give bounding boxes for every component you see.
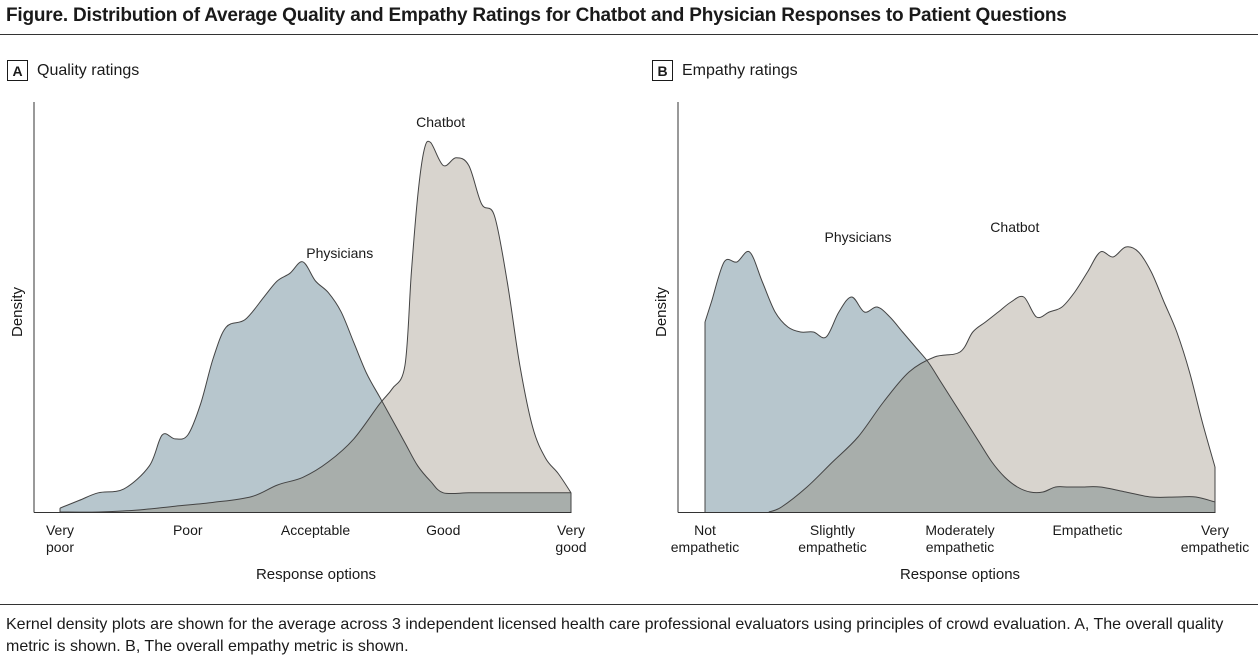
quality-x-axis-label: Response options (256, 566, 376, 583)
quality-chatbot-series-label: Chatbot (416, 114, 465, 130)
quality-chatbot-area (60, 141, 571, 513)
panel-a-letter: A (7, 60, 28, 81)
empathy-physicians-line (704, 250, 1216, 503)
empathy-physicians-series-label: Physicians (825, 229, 892, 245)
empathy-x-axis-label: Response options (900, 566, 1020, 583)
quality-tick-label: Acceptable (281, 522, 350, 538)
empathy-chatbot-line (768, 246, 1216, 513)
quality-tick-label: Very good (555, 522, 586, 555)
empathy-chatbot-series-label: Chatbot (990, 219, 1039, 235)
empathy-tick-label: Not empathetic (671, 522, 739, 555)
top-rule (0, 34, 1258, 35)
quality-physicians-line (59, 261, 571, 509)
quality-tick-label: Poor (173, 522, 203, 538)
quality-tick-label: Good (426, 522, 460, 538)
quality-chatbot-line (59, 140, 572, 513)
panel-a-header: A Quality ratings (7, 60, 139, 81)
bottom-rule (0, 604, 1258, 605)
figure-caption: Kernel density plots are shown for the a… (6, 616, 1224, 655)
empathy-density-chart: Not empathetic Slightly empathetic Moderatel… (653, 102, 1249, 583)
panel-a-title: Quality ratings (37, 61, 140, 79)
empathy-tick-label: Empathetic (1052, 522, 1122, 538)
quality-y-axis-label: Density (9, 286, 26, 337)
empathy-physicians-area (705, 251, 1215, 512)
panel-b-header: B Empathy ratings (652, 60, 798, 81)
empathy-tick-label: Very empathetic (1181, 522, 1249, 555)
quality-physicians-series-label: Physicians (306, 245, 373, 261)
empathy-y-axis-label: Density (653, 286, 670, 337)
empathy-tick-label: Slightly empathetic (798, 522, 866, 555)
quality-tick-label: Very poor (46, 522, 74, 555)
figure-title: Figure. Distribution of Average Quality … (6, 5, 1067, 26)
quality-density-chart: Very poor Poor Acceptable Good Very good Respon… (9, 102, 587, 583)
panel-b-title: Empathy ratings (682, 61, 798, 79)
panel-b-letter: B (652, 60, 673, 81)
quality-physicians-area (60, 261, 571, 512)
empathy-tick-label: Moderately empathetic (925, 522, 994, 555)
